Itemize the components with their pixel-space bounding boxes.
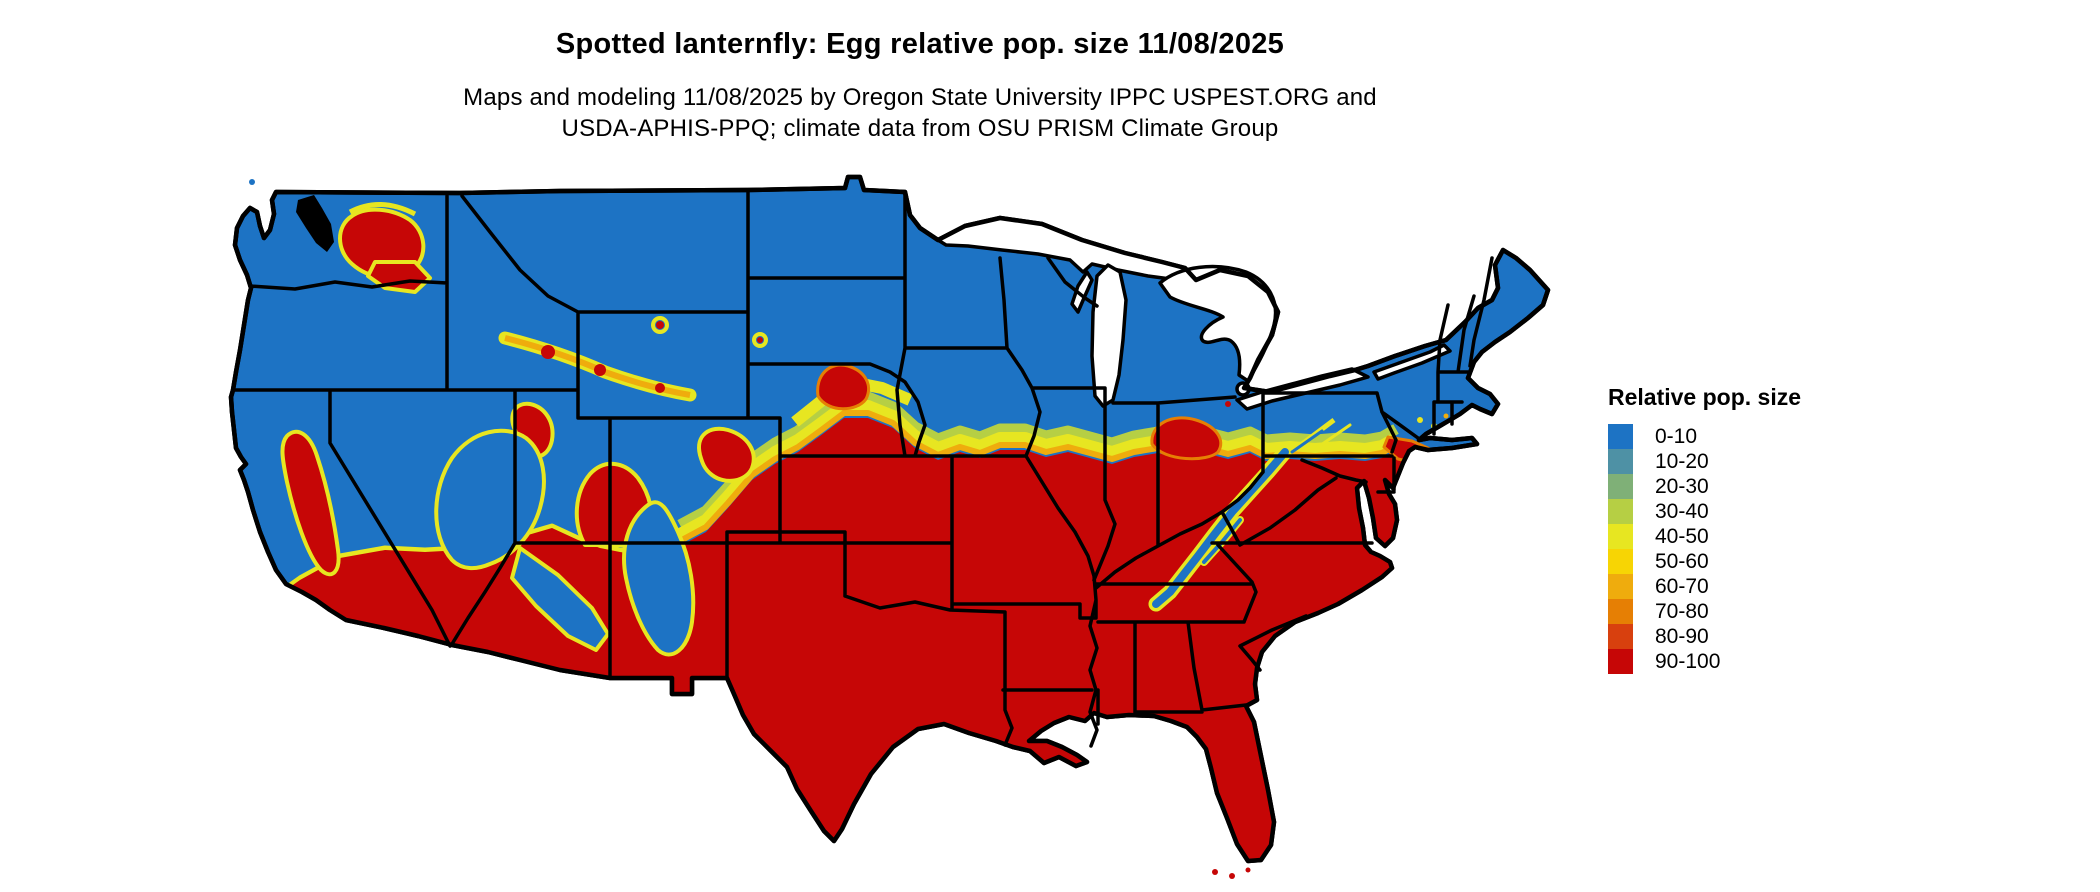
florida-keys-dot [1229, 873, 1235, 879]
legend-label: 50-60 [1655, 550, 1709, 573]
west-colorado-red-patch [697, 426, 756, 483]
legend-swatch-50-60 [1608, 549, 1633, 574]
bighorn-yellow-ring [651, 316, 669, 334]
new-mexico-mountains-blue [622, 500, 696, 657]
legend-label: 20-30 [1655, 475, 1709, 498]
legend-swatch-90-100 [1608, 649, 1633, 674]
lake-ontario [1372, 343, 1452, 381]
connecticut-orange-speck [1443, 413, 1449, 419]
lake-huron [1158, 264, 1278, 383]
legend-row: 80-90 [1608, 624, 1868, 649]
bighorn-red-spot [656, 321, 664, 329]
legend-swatch-80-90 [1608, 624, 1633, 649]
legend-row: 90-100 [1608, 649, 1868, 674]
legend-swatch-20-30 [1608, 474, 1633, 499]
state-borders [231, 190, 1494, 748]
great-lakes [936, 216, 1452, 411]
legend-swatch-30-40 [1608, 499, 1633, 524]
legend-swatch-60-70 [1608, 574, 1633, 599]
pennsylvania-ridge-blue [1290, 429, 1324, 454]
pennsylvania-ridge-yellow2 [1316, 423, 1352, 449]
legend-row: 0-10 [1608, 424, 1868, 449]
snake-plain-red-spot [655, 383, 665, 393]
puget-sound-coast [296, 195, 334, 252]
arizona-highlands-blue [434, 428, 546, 571]
connecticut-yellow-speck [1417, 417, 1423, 423]
legend-label: 0-10 [1655, 425, 1698, 448]
legend-row: 40-50 [1608, 524, 1868, 549]
california-central-valley-red [280, 429, 341, 577]
legend-row: 70-80 [1608, 599, 1868, 624]
black-hills-yellow-ring [752, 332, 768, 348]
snake-plain-red-spot [594, 364, 606, 376]
washington-yellow-arc [348, 201, 417, 217]
map-subtitle-line1: Maps and modeling 11/08/2025 by Oregon S… [463, 84, 1377, 111]
florida-keys-dot [1245, 867, 1251, 873]
legend-label: 70-80 [1655, 600, 1709, 623]
legend-row: 60-70 [1608, 574, 1868, 599]
legend-label: 60-70 [1655, 575, 1709, 598]
snake-plain-red-spot [541, 345, 555, 359]
legend-label: 10-20 [1655, 450, 1709, 473]
legend-label: 80-90 [1655, 625, 1709, 648]
mogollon-rim-blue [510, 546, 610, 652]
legend-label: 30-40 [1655, 500, 1709, 523]
legend-label: 40-50 [1655, 525, 1709, 548]
florida-keys-dot [1212, 869, 1218, 875]
legend-swatch-40-50 [1608, 524, 1633, 549]
legend-label: 90-100 [1655, 650, 1721, 673]
map-title: Spotted lanternfly: Egg relative pop. si… [555, 28, 1285, 60]
map-subtitle: Maps and modeling 11/08/2025 by Oregon S… [195, 82, 1645, 144]
legend-swatch-70-80 [1608, 599, 1633, 624]
legend: Relative pop. size 0-10 10-20 20-30 30-4… [1608, 384, 1868, 674]
legend-row: 20-30 [1608, 474, 1868, 499]
nebraska-red-core [816, 363, 871, 411]
legend-title: Relative pop. size [1608, 384, 1802, 410]
legend-row: 30-40 [1608, 499, 1868, 524]
map-subtitle-line2: USDA-APHIS-PPQ; climate data from OSU PR… [561, 115, 1279, 142]
legend-row: 50-60 [1608, 549, 1868, 574]
legend-swatch-0-10 [1608, 424, 1633, 449]
legend-swatch-10-20 [1608, 449, 1633, 474]
san-juan-island-dot [249, 179, 255, 185]
detroit-red-speck [1225, 401, 1231, 407]
black-hills-red-spot [757, 337, 763, 343]
lake-michigan [1090, 263, 1128, 408]
ohio-red-core [1150, 416, 1223, 461]
legend-row: 10-20 [1608, 449, 1868, 474]
